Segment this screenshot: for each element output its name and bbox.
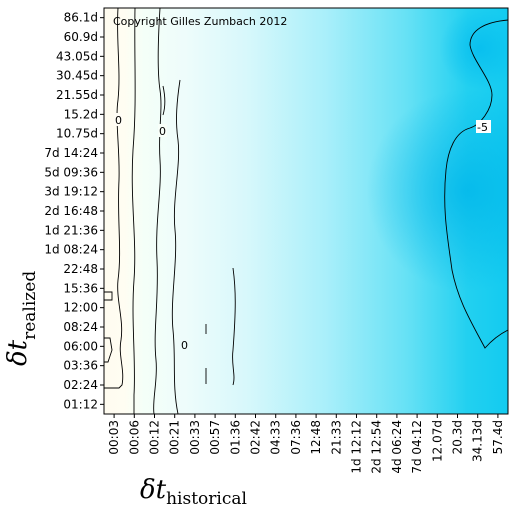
x-tick-label: 01:36	[228, 420, 242, 455]
x-tick-label: 7d 04:12	[410, 420, 424, 474]
x-tick-label: 34.13d	[471, 420, 485, 462]
heatmap-area	[104, 8, 508, 414]
x-tick-label: 12.07d	[430, 420, 444, 462]
y-tick-label: 86.1d	[64, 11, 98, 25]
x-tick-label: 20.3d	[451, 420, 465, 454]
x-axis: 00:03 00:06 00:12 00:21 00:33 00:57 01:36 02:42…	[107, 414, 505, 474]
y-axis-title: δtrealized	[3, 271, 40, 366]
x-tick-label: 1d 12:12	[350, 420, 364, 474]
y-tick-label: 06:00	[63, 339, 98, 353]
y-tick-label: 2d 16:48	[44, 204, 98, 218]
y-tick-label: 3d 19:12	[44, 185, 98, 199]
x-tick-label: 04:33	[269, 420, 283, 455]
y-tick-label: 60.9d	[64, 30, 98, 44]
y-tick-label: 02:24	[63, 378, 98, 392]
y-tick-label: 1d 08:24	[44, 243, 98, 257]
contour-label-zero-c: 0	[181, 339, 188, 352]
x-tick-label: 4d 06:24	[390, 420, 404, 474]
x-tick-label: 2d 12:54	[370, 420, 384, 474]
contour-lines	[104, 8, 508, 414]
x-tick-label: 00:57	[208, 420, 222, 455]
x-tick-label: 00:06	[127, 420, 141, 455]
contour-label-b: 0	[158, 124, 167, 138]
x-tick-label: 57.4d	[491, 420, 505, 454]
heatmap-deep-region-top	[104, 8, 508, 414]
y-axis-subscript: realized	[20, 271, 40, 340]
y-tick-label: 12:00	[63, 301, 98, 315]
contour-zero-small-c	[232, 267, 236, 386]
svg-text:δthistorical: δthistorical	[140, 475, 247, 509]
x-tick-label: 00:12	[148, 420, 162, 455]
contour-zero-strip-b	[171, 79, 181, 414]
x-axis-title: δthistorical	[140, 475, 247, 509]
x-tick-label: 00:33	[188, 420, 202, 455]
contour-minus-five	[444, 19, 508, 349]
contour-label-c: 0	[180, 338, 189, 352]
contour-zero-left	[104, 8, 124, 389]
y-tick-label: 43.05d	[56, 49, 98, 63]
x-axis-symbol: δt	[140, 475, 167, 505]
y-tick-label: 01:12	[63, 397, 98, 411]
y-tick-label: 22:48	[63, 262, 98, 276]
contour-label-d: -5	[476, 120, 491, 134]
x-tick-label: 07:36	[289, 420, 303, 455]
contour-zero-strip-c	[162, 85, 166, 116]
x-axis-subscript: historical	[166, 489, 247, 509]
y-axis: 01:12 02:24 03:36 06:00 08:24 12:00 15:36 22:48…	[44, 11, 104, 411]
y-tick-label: 15.2d	[64, 107, 98, 121]
y-tick-label: 10.75d	[56, 127, 98, 141]
contour-label-zero-a: 0	[115, 114, 122, 127]
x-tick-label: 00:03	[107, 420, 121, 455]
contour-zero-right	[131, 8, 136, 414]
contour-label-minus-five: -5	[477, 121, 488, 134]
y-axis-symbol: δt	[3, 339, 33, 366]
x-tick-label: 21:33	[329, 420, 343, 455]
contour-label-zero-b: 0	[159, 125, 166, 138]
y-tick-label: 21.55d	[56, 88, 98, 102]
y-tick-label: 15:36	[63, 281, 98, 295]
y-tick-label: 5d 09:36	[44, 165, 98, 179]
contour-zero-strip-a	[153, 8, 162, 414]
x-tick-label: 12:48	[309, 420, 323, 455]
svg-text:δtrealized: δtrealized	[3, 271, 40, 366]
x-tick-label: 00:21	[168, 420, 182, 455]
copyright-text: Copyright Gilles Zumbach 2012	[113, 15, 287, 28]
contour-labels: 0 0 0 -5	[114, 113, 491, 352]
contour-zero-left-inner	[104, 337, 113, 363]
y-tick-label: 30.45d	[56, 69, 98, 83]
y-tick-label: 08:24	[63, 320, 98, 334]
y-tick-label: 03:36	[63, 359, 98, 373]
contour-zero-left-notch	[104, 291, 113, 301]
y-tick-label: 1d 21:36	[44, 223, 98, 237]
contour-label-a: 0	[114, 113, 123, 127]
y-tick-label: 7d 14:24	[44, 146, 98, 160]
x-tick-label: 02:42	[249, 420, 263, 455]
